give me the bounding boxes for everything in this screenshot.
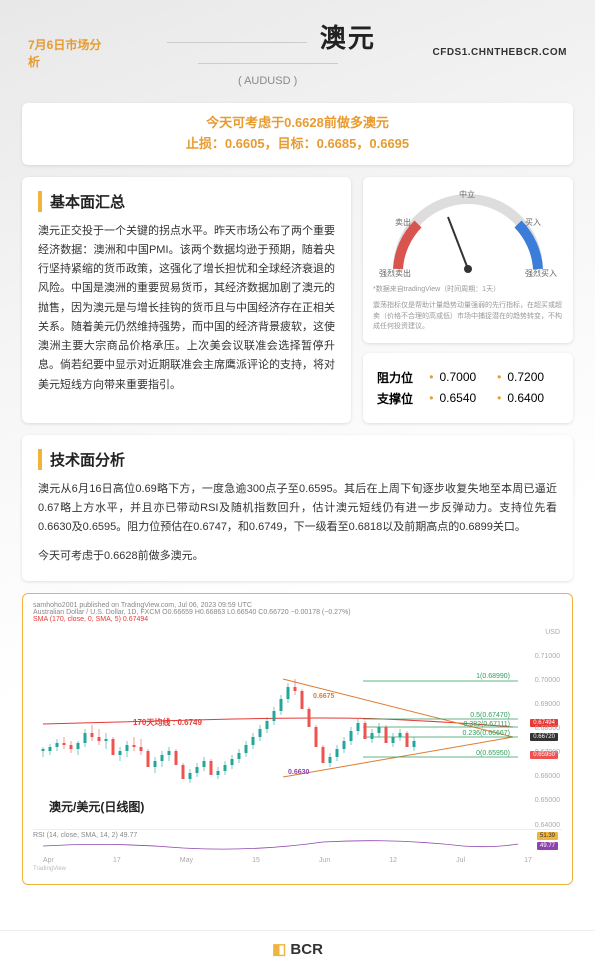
technical-body-1: 澳元从6月16日高位0.69略下方，一度急逾300点子至0.6595。其后在上周… (38, 480, 557, 538)
technical-title: 技术面分析 (38, 449, 557, 470)
gauge-sell: 卖出 (395, 217, 411, 228)
rsi-a: 51.39 (537, 832, 558, 840)
annot-p1: 0.6675 (313, 693, 334, 700)
x-axis: Apr 17 May 15 Jun 12 Jul 17 (33, 855, 562, 864)
callout-line-2: 止损：0.6605，目标：0.6685，0.6695 (34, 134, 561, 155)
chart-card: samhoho2001 published on TradingView.com… (22, 593, 573, 885)
y-tick: 0.64000 (535, 822, 560, 829)
technical-card: 技术面分析 澳元从6月16日高位0.69略下方，一度急逾300点子至0.6595… (22, 435, 573, 581)
s1: 0.6540 (440, 391, 492, 405)
rsi-strip: RSI (14, close, SMA, 14, 2) 49.77 51.39 … (33, 829, 562, 855)
x-tick: 17 (113, 857, 121, 864)
title-block: 澳元 ( AUDUSD ) (103, 18, 433, 87)
fundamentals-card: 基本面汇总 澳元正交投于一个关键的拐点水平。昨天市场公布了两个重要经济数据：澳洲… (22, 177, 351, 423)
x-tick: May (180, 857, 193, 864)
fib-0236: 0.236(0.66667) (463, 730, 510, 737)
gauge-card: 中立 卖出 买入 强烈卖出 强烈买入 *数据来自tradingView（时间周期… (363, 177, 573, 343)
footer-logo: ◧ BCR (272, 940, 323, 958)
date-label: 7月6日市场分析 (28, 36, 103, 70)
r2: 0.7200 (507, 370, 559, 384)
chart-sma-line: SMA (170, close, 0, SMA, 5) 0.67494 (33, 616, 562, 623)
site-url: CFDS1.CHNTHEBCR.COM (433, 47, 568, 58)
gauge: 中立 卖出 买入 强烈卖出 强烈买入 (373, 189, 563, 279)
fib-0: 0(0.65950) (476, 750, 510, 757)
annot-p2: 0.6630 (288, 769, 309, 776)
y-tick: USD (535, 629, 560, 636)
header: 7月6日市场分析 澳元 ( AUDUSD ) CFDS1.CHNTHEBCR.C… (0, 0, 595, 87)
gauge-strong-sell: 强烈卖出 (379, 268, 411, 279)
fundamentals-body: 澳元正交投于一个关键的拐点水平。昨天市场公布了两个重要经济数据：澳洲和中国PMI… (38, 222, 335, 395)
r1: 0.7000 (440, 370, 492, 384)
fib-05: 0.5(0.67470) (470, 712, 510, 719)
gauge-strong-buy: 强烈买入 (525, 268, 557, 279)
y-tick: 0.71000 (535, 653, 560, 660)
gauge-footer-1: *数据来自tradingView（时间周期：1天） (373, 285, 563, 296)
gauge-center: 中立 (459, 189, 475, 200)
chart-pair-line: Australian Dollar / U.S. Dollar, 1D, FXC… (33, 609, 562, 616)
y-tick: 0.66000 (535, 773, 560, 780)
x-tick: Jun (319, 857, 330, 864)
y-tick: 0.67000 (535, 749, 560, 756)
x-tick: 12 (389, 857, 397, 864)
resistance-label: 阻力位 (377, 369, 423, 386)
x-tick: 17 (524, 857, 532, 864)
y-tick: 0.69000 (535, 701, 560, 708)
footer: ◧ BCR (0, 930, 595, 966)
rsi-b: 49.77 (537, 842, 558, 850)
fib-1: 1(0.68990) (476, 673, 510, 680)
y-tick: 0.68000 (535, 725, 560, 732)
support-row: 支撑位 • 0.6540 • 0.6400 (377, 390, 559, 407)
right-column: 中立 卖出 买入 强烈卖出 强烈买入 *数据来自tradingView（时间周期… (363, 177, 573, 423)
y-tick: 0.70000 (535, 677, 560, 684)
page-subtitle: ( AUDUSD ) (103, 75, 433, 87)
resistance-row: 阻力位 • 0.7000 • 0.7200 (377, 369, 559, 386)
chart-area: 1(0.68990) 0.5(0.67470) 0.382(0.67111) 0… (33, 629, 562, 829)
gauge-buy: 买入 (525, 217, 541, 228)
y-axis: USD 0.71000 0.70000 0.69000 0.68000 0.67… (535, 629, 560, 829)
levels-card: 阻力位 • 0.7000 • 0.7200 支撑位 • 0.6540 • 0.6… (363, 353, 573, 423)
trade-callout: 今天可考虑于0.6628前做多澳元 止损：0.6605，目标：0.6685，0.… (22, 103, 573, 165)
x-tick: 15 (252, 857, 260, 864)
fib-0382: 0.382(0.67111) (464, 721, 510, 728)
chart-overlay-title: 澳元/美元(日线图) (43, 796, 150, 817)
technical-body-2: 今天可考虑于0.6628前做多澳元。 (38, 547, 557, 566)
main-row: 基本面汇总 澳元正交投于一个关键的拐点水平。昨天市场公布了两个重要经济数据：澳洲… (0, 177, 595, 423)
s2: 0.6400 (507, 391, 559, 405)
chart-header: samhoho2001 published on TradingView.com… (33, 602, 562, 609)
x-tick: Jul (456, 857, 465, 864)
tradingview-label: TradingView (33, 866, 562, 872)
gauge-footer-2: 震荡指标仅是帮助计量趋势动量强弱的先行指标，在超买或超卖（价格不合理的高或低）市… (373, 301, 563, 333)
page-title: 澳元 (320, 23, 376, 53)
x-tick: Apr (43, 857, 54, 864)
y-tick: 0.65000 (535, 797, 560, 804)
fundamentals-title: 基本面汇总 (38, 191, 335, 212)
ma-label: 170天均线 : 0.6749 (133, 717, 202, 728)
support-label: 支撑位 (377, 390, 423, 407)
callout-line-1: 今天可考虑于0.6628前做多澳元 (34, 113, 561, 134)
